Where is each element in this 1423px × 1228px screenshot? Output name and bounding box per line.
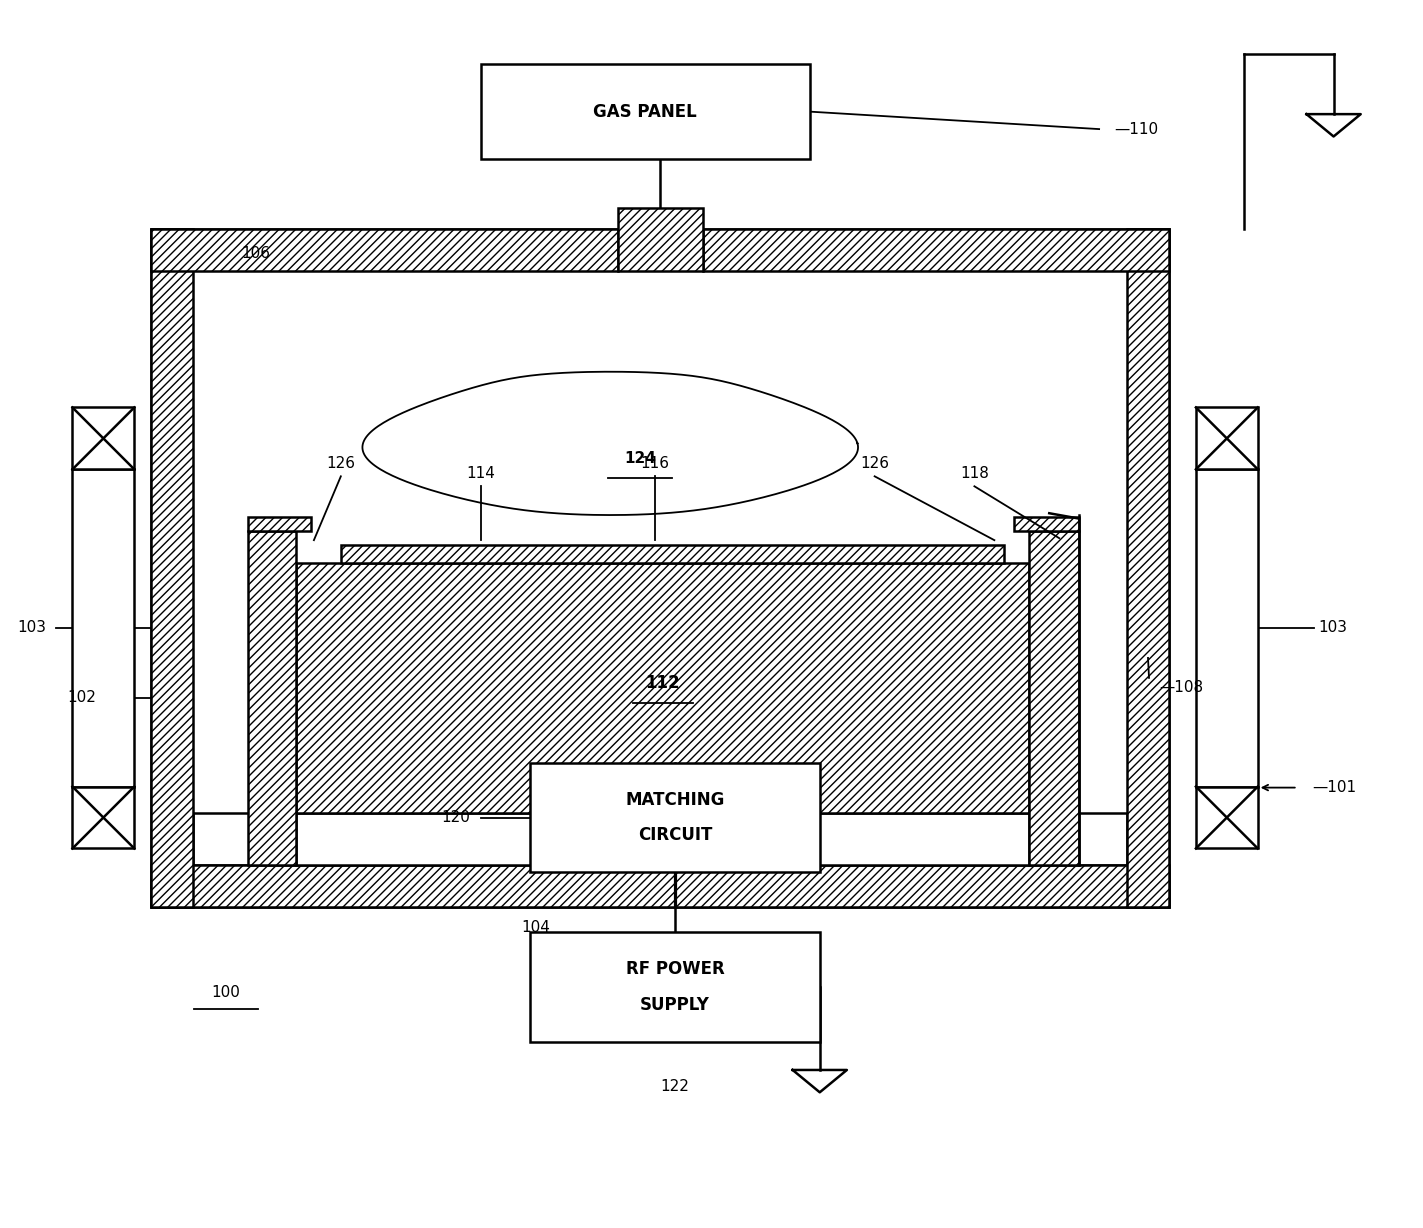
Bar — [151, 228, 618, 271]
Bar — [151, 228, 194, 907]
Text: RF POWER: RF POWER — [626, 960, 724, 979]
Bar — [73, 408, 134, 469]
Text: 100: 100 — [212, 985, 240, 1000]
Text: —110: —110 — [1114, 122, 1158, 136]
Bar — [1015, 517, 1079, 532]
Bar — [531, 763, 820, 872]
Text: 126: 126 — [859, 456, 889, 470]
Text: 114: 114 — [467, 465, 495, 481]
Bar — [618, 208, 703, 271]
Text: SUPPLY: SUPPLY — [640, 996, 710, 1014]
Bar — [703, 228, 1168, 271]
Bar — [296, 564, 1029, 813]
Bar — [1195, 787, 1258, 849]
Bar — [151, 866, 1168, 907]
Text: 106: 106 — [242, 247, 270, 262]
Text: 112: 112 — [645, 674, 680, 691]
Text: 124: 124 — [625, 451, 656, 465]
Text: —108: —108 — [1158, 680, 1202, 695]
Bar — [531, 932, 820, 1043]
Bar — [248, 532, 296, 866]
Text: 122: 122 — [660, 1079, 690, 1094]
Bar — [194, 813, 1127, 866]
Bar — [342, 545, 1005, 564]
Bar — [1029, 532, 1079, 866]
Bar — [481, 64, 810, 160]
Bar — [194, 271, 1127, 866]
Text: 126: 126 — [326, 456, 356, 470]
Text: 103: 103 — [17, 620, 47, 635]
Text: MATCHING: MATCHING — [625, 791, 724, 808]
Text: GAS PANEL: GAS PANEL — [593, 103, 697, 120]
Bar — [1195, 469, 1258, 787]
Bar — [73, 469, 134, 787]
Bar — [1195, 408, 1258, 469]
Bar — [73, 787, 134, 849]
Text: 118: 118 — [961, 465, 989, 481]
Text: 102: 102 — [67, 690, 97, 705]
Text: CIRCUIT: CIRCUIT — [638, 826, 713, 845]
Text: —101: —101 — [1312, 780, 1356, 795]
Text: 120: 120 — [441, 810, 471, 825]
Bar — [296, 813, 1029, 866]
Polygon shape — [363, 372, 858, 515]
Text: 116: 116 — [640, 456, 670, 470]
Text: 103: 103 — [1319, 620, 1348, 635]
Text: 104: 104 — [521, 920, 549, 935]
Bar — [248, 517, 310, 532]
Bar — [151, 228, 1168, 907]
Bar — [1127, 228, 1168, 907]
